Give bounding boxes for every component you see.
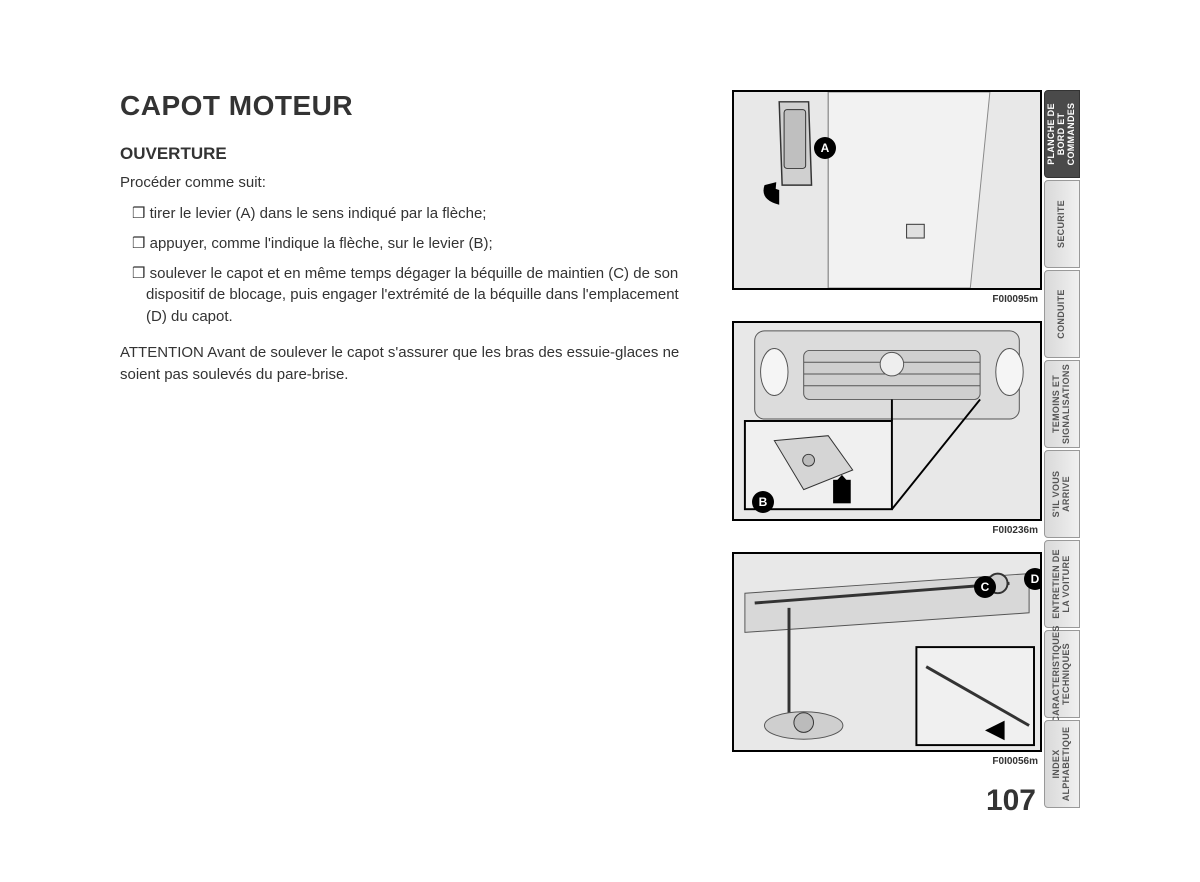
figure-3: C D bbox=[732, 552, 1042, 752]
section-heading: OUVERTURE bbox=[120, 144, 680, 164]
tab-planche-de-bord[interactable]: PLANCHE DEBORD ETCOMMANDES bbox=[1044, 90, 1080, 178]
callout-c: C bbox=[974, 576, 996, 598]
step-item: soulever le capot et en même temps dégag… bbox=[120, 263, 680, 328]
steps-list: tirer le levier (A) dans le sens indiqué… bbox=[120, 203, 680, 328]
tab-conduite[interactable]: CONDUITE bbox=[1044, 270, 1080, 358]
tab-securite[interactable]: SECURITE bbox=[1044, 180, 1080, 268]
attention-text: ATTENTION Avant de soulever le capot s'a… bbox=[120, 342, 680, 386]
step-item: tirer le levier (A) dans le sens indiqué… bbox=[120, 203, 680, 225]
figure-2: B bbox=[732, 321, 1042, 521]
section-tabs: PLANCHE DEBORD ETCOMMANDES SECURITE COND… bbox=[1044, 90, 1080, 810]
tab-temoins[interactable]: TEMOINS ETSIGNALISATIONS bbox=[1044, 360, 1080, 448]
figure-3-caption: F0I0056m bbox=[732, 756, 1042, 767]
callout-d: D bbox=[1024, 568, 1042, 590]
tab-caracteristiques[interactable]: CARACTERISTIQUESTECHNIQUES bbox=[1044, 630, 1080, 718]
tab-entretien[interactable]: ENTRETIEN DELA VOITURE bbox=[1044, 540, 1080, 628]
text-column: CAPOT MOTEUR OUVERTURE Procéder comme su… bbox=[120, 90, 680, 385]
tab-sil-vous-arrive[interactable]: S'IL VOUSARRIVE bbox=[1044, 450, 1080, 538]
figure-1-caption: F0I0095m bbox=[732, 294, 1042, 305]
figure-2-caption: F0I0236m bbox=[732, 525, 1042, 536]
tab-index[interactable]: INDEXALPHABETIQUE bbox=[1044, 720, 1080, 808]
page-title: CAPOT MOTEUR bbox=[120, 90, 680, 122]
page-number: 107 bbox=[986, 784, 1036, 818]
intro-text: Procéder comme suit: bbox=[120, 174, 680, 191]
callout-b: B bbox=[752, 491, 774, 513]
step-item: appuyer, comme l'indique la flèche, sur … bbox=[120, 233, 680, 255]
figure-1: A bbox=[732, 90, 1042, 290]
figures-column: A F0I0095m bbox=[732, 90, 1042, 783]
callout-a: A bbox=[814, 137, 836, 159]
